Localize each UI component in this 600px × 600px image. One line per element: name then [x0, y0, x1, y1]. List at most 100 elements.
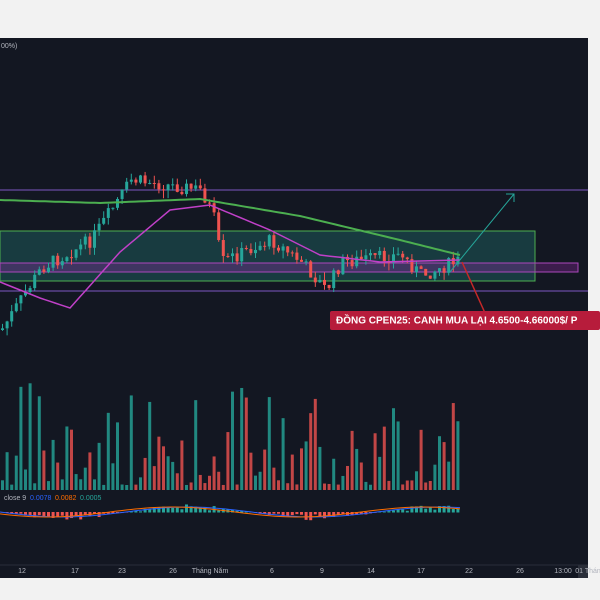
candle-body	[203, 188, 207, 203]
volume-bar	[51, 439, 55, 490]
candle-body	[28, 288, 32, 293]
macd-bar	[323, 512, 326, 519]
candle-body	[309, 261, 313, 278]
candle-body	[392, 254, 395, 263]
candle-body	[277, 247, 280, 251]
volume-bar	[415, 471, 418, 490]
candle-body	[235, 253, 239, 262]
candle-body	[148, 182, 152, 184]
candle-body	[134, 179, 138, 183]
candle-body	[175, 184, 179, 192]
macd-bar	[392, 510, 395, 513]
candle-body	[217, 212, 221, 241]
macd-bar	[332, 512, 336, 517]
candle-body	[258, 245, 262, 250]
macd-bar	[152, 507, 156, 513]
volume-bar	[369, 484, 372, 490]
macd-bar	[281, 512, 285, 517]
macd-bar	[19, 512, 23, 514]
volume-bar	[235, 484, 239, 490]
volume-bar	[19, 386, 23, 490]
volume-bar	[254, 475, 257, 490]
volume-bar	[37, 396, 41, 490]
volume-bar	[65, 426, 69, 490]
macd-bar	[424, 508, 428, 513]
macd-bar	[428, 507, 432, 513]
candle-body	[244, 247, 248, 250]
candle-body	[226, 255, 230, 257]
volume-bar	[350, 430, 354, 490]
macd-bar	[447, 505, 451, 513]
macd-bar	[47, 512, 50, 517]
volume-bar	[359, 462, 363, 490]
candle-body	[355, 256, 359, 267]
macd-bar	[74, 512, 78, 516]
volume-bar	[290, 454, 294, 490]
macd-bar	[419, 505, 423, 513]
volume-bar	[5, 452, 9, 490]
macd-bar	[304, 512, 308, 520]
x-tick-label: 23	[118, 568, 126, 575]
volume-bar	[33, 483, 37, 490]
candle-body	[111, 207, 115, 209]
candle-body	[336, 270, 340, 275]
volume-bar	[226, 432, 230, 490]
candle-body	[401, 253, 405, 258]
macd-bar	[263, 512, 267, 514]
macd-bar	[171, 507, 175, 513]
candle-body	[300, 259, 303, 262]
macd-bar	[235, 510, 239, 513]
volume-bar	[433, 464, 437, 490]
x-tick-label: 26	[516, 568, 524, 575]
macd-bar	[355, 512, 359, 515]
macd-bar	[350, 512, 354, 516]
volume-bar	[185, 484, 188, 490]
candle-body	[162, 189, 165, 191]
macd-bar	[97, 512, 101, 518]
macd-bar	[143, 508, 147, 513]
volume-bar	[148, 401, 152, 490]
candle-body	[129, 179, 133, 182]
macd-value: 0.0005	[80, 495, 102, 502]
macd-bar	[134, 510, 138, 513]
volume-bar	[309, 413, 313, 490]
volume-bar	[157, 436, 161, 490]
volume-bar	[208, 475, 211, 490]
macd-bar	[442, 505, 446, 513]
candle-body	[189, 183, 193, 189]
candle-body	[396, 253, 400, 255]
volume-bar	[281, 418, 285, 490]
macd-bar	[37, 512, 41, 516]
candle-body	[240, 247, 244, 262]
candle-body	[405, 257, 409, 260]
date-pill	[578, 565, 588, 578]
candle-body	[157, 183, 161, 190]
macd-bar	[410, 506, 414, 513]
macd-bar	[14, 512, 18, 515]
ma-short	[0, 204, 461, 309]
macd-bar	[396, 509, 400, 513]
volume-bar	[97, 442, 101, 490]
candle-body	[249, 249, 253, 254]
volume-bar	[428, 480, 432, 490]
macd-bar	[83, 512, 87, 515]
candle-body	[221, 240, 225, 256]
x-tick-label: 12	[18, 568, 26, 575]
macd-bar	[272, 512, 276, 514]
macd-bar	[28, 512, 32, 516]
candle-body	[290, 252, 294, 254]
volume-bar	[442, 442, 446, 490]
volume-bar	[60, 479, 64, 490]
candle-body	[415, 266, 418, 273]
macd-bar	[300, 512, 303, 515]
volume-bar	[111, 463, 115, 490]
candle-body	[313, 277, 317, 283]
volume-bar	[419, 429, 423, 490]
macd-bar	[240, 511, 244, 513]
volume-bar	[152, 466, 156, 490]
candle-body	[410, 259, 414, 273]
candle-body	[442, 268, 446, 273]
volume-bar	[382, 426, 386, 490]
candle-body	[185, 183, 188, 195]
volume-bar	[189, 482, 193, 490]
